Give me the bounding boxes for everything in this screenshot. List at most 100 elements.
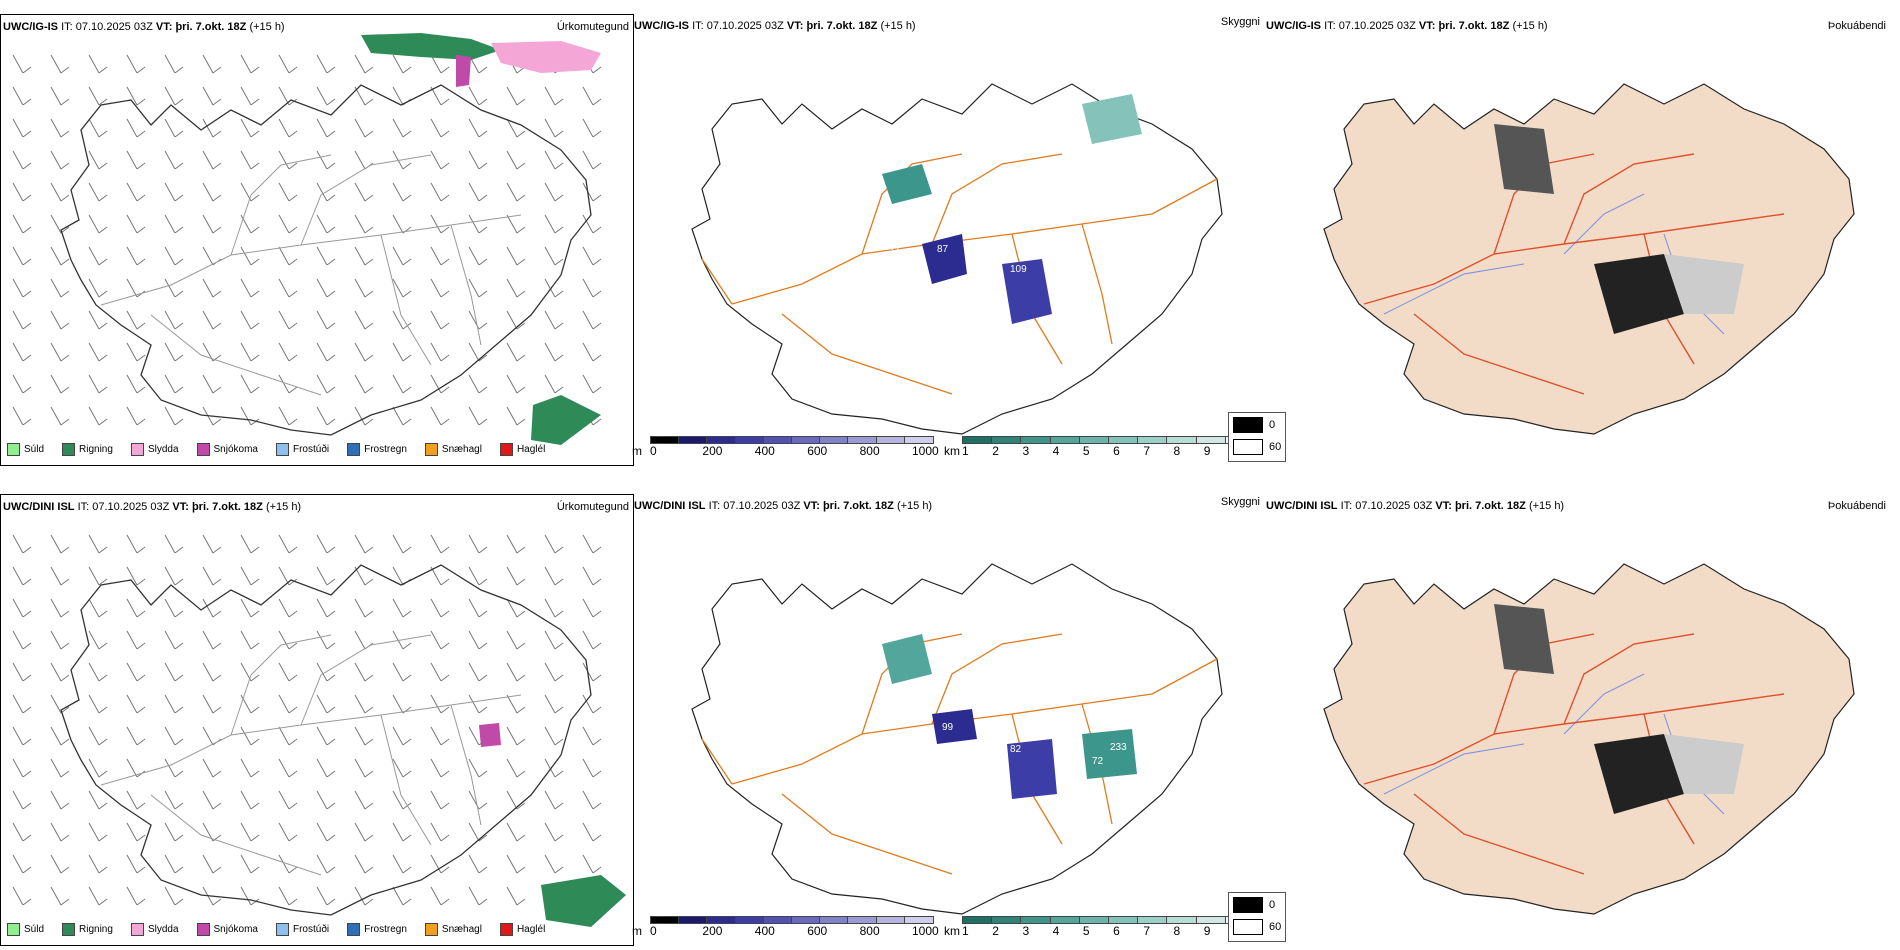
wind-barb (582, 534, 602, 554)
it-label: IT: (61, 21, 73, 33)
wind-barb (544, 790, 564, 810)
model-label: UWC/DINI ISL (1266, 500, 1338, 512)
fog-light-area (1664, 254, 1744, 314)
roads (100, 634, 522, 876)
visibility-panel-bottom: UWC/DINI ISL IT: 07.10.2025 03Z VT: þri.… (632, 494, 1264, 944)
wind-barb (544, 150, 564, 170)
low-vis-area (882, 164, 932, 204)
wind-barb (354, 374, 374, 394)
wind-barb (544, 86, 564, 106)
precip-type-map-top (12, 33, 602, 445)
wind-barb (544, 854, 564, 874)
wind-barb (126, 534, 146, 554)
wind-barb (164, 310, 184, 330)
wind-barb (88, 566, 108, 586)
wind-barb (582, 118, 602, 138)
wind-barb (12, 598, 32, 618)
wind-barb (544, 182, 564, 202)
wind-barb (278, 406, 298, 426)
wind-barb (468, 182, 488, 202)
model-label: UWC/DINI ISL (634, 500, 706, 512)
ceiling-colorbar-cell (678, 916, 709, 924)
wind-barb (126, 86, 146, 106)
wind-barb (164, 342, 184, 362)
wind-barb (50, 726, 70, 746)
fog-dark-area (1594, 734, 1684, 814)
wind-barb (316, 630, 336, 650)
wind-barb (506, 310, 526, 330)
wind-barb (12, 182, 32, 202)
visibility-colorbar-cell (1078, 436, 1110, 444)
wind-barb (582, 566, 602, 586)
wind-barb (240, 822, 260, 842)
ceiling-colorbar-unit: m (632, 444, 642, 458)
wind-barb (468, 150, 488, 170)
wind-barb (88, 86, 108, 106)
wind-barb (544, 758, 564, 778)
wind-barb (50, 278, 70, 298)
wind-barb (88, 374, 108, 394)
wind-barb (88, 758, 108, 778)
wind-barb (164, 726, 184, 746)
wind-barb (354, 790, 374, 810)
wind-barb (430, 662, 450, 682)
ceiling-colorbar-cell (762, 916, 793, 924)
ceiling-colorbar-tick: 0 (650, 924, 657, 938)
wind-barb (506, 118, 526, 138)
ceiling-colorbar-tick: 600 (807, 924, 828, 938)
wind-barb (354, 246, 374, 266)
precip-legend-label: Rigning (79, 924, 113, 935)
wind-barb (544, 822, 564, 842)
wind-barb (316, 374, 336, 394)
wind-barb (392, 822, 412, 842)
wind-barb (240, 406, 260, 426)
wind-barbs (12, 54, 602, 426)
run-header-bottom: UWC/DINI ISL IT: 07.10.2025 03Z VT: þri.… (3, 501, 301, 513)
wind-barb (240, 790, 260, 810)
ceiling-colorbar-cell (847, 916, 878, 924)
visibility-colorbar-tick: 2 (992, 924, 999, 938)
visibility-colorbar-tick: 8 (1173, 924, 1181, 938)
panel-title-fog: Þokuábendi (1827, 500, 1886, 512)
wind-barb (354, 822, 374, 842)
wind-barb (50, 598, 70, 618)
wind-barb (12, 886, 32, 906)
fog-swatch-60 (1233, 439, 1263, 455)
visibility-colorbar-tick: 5 (1082, 444, 1090, 458)
wind-barb (50, 886, 70, 906)
wind-barb (468, 598, 488, 618)
wind-barb (506, 182, 526, 202)
wind-barb (468, 278, 488, 298)
precip-legend-label: Haglél (516, 444, 546, 455)
precip-legend-item: Snæhagl (424, 923, 482, 936)
precip-legend-label: Slydda (147, 924, 179, 935)
ceiling-colorbar-cell (875, 916, 906, 924)
wind-barb (392, 374, 412, 394)
precip-legend-swatch (499, 923, 513, 936)
wind-barb (126, 598, 146, 618)
wind-barb (278, 54, 298, 74)
wind-barb (582, 598, 602, 618)
precip-legend-item: Snæhagl (424, 443, 482, 456)
precip-type-panel-top: UWC/IG-IS IT: 07.10.2025 03Z VT: þri. 7.… (0, 14, 634, 466)
run-header-top: UWC/IG-IS IT: 07.10.2025 03Z VT: þri. 7.… (1266, 20, 1548, 32)
wind-barb (50, 662, 70, 682)
wind-barb (88, 278, 108, 298)
wind-barb (202, 278, 222, 298)
wind-barb (278, 118, 298, 138)
wind-barb (126, 278, 146, 298)
wind-barb (278, 758, 298, 778)
wind-barb (544, 598, 564, 618)
fog-label-0: 0 (1269, 419, 1276, 431)
wind-barb (126, 694, 146, 714)
wind-barb (506, 406, 526, 426)
wind-barb (126, 854, 146, 874)
wind-barb (164, 758, 184, 778)
wind-barb (126, 214, 146, 234)
visibility-colorbar-cell (1137, 916, 1169, 924)
wind-barb (506, 598, 526, 618)
wind-barb (316, 118, 336, 138)
wind-barb (354, 630, 374, 650)
wind-barb (392, 214, 412, 234)
snow-area (479, 723, 501, 747)
